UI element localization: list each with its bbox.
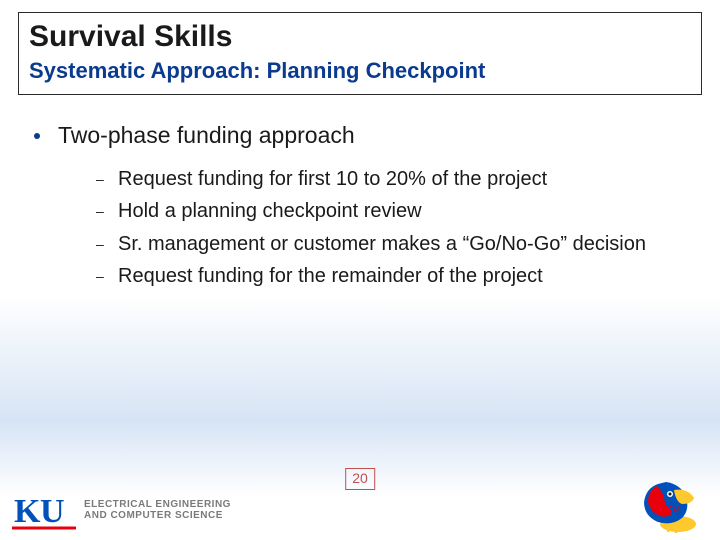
subbullet-item: – Sr. management or customer makes a “Go… [96,230,690,258]
subbullet-text: Request funding for the remainder of the… [118,262,543,290]
subbullet-item: – Request funding for the remainder of t… [96,262,690,290]
subbullet-item: – Request funding for first 10 to 20% of… [96,165,690,193]
subbullet-text: Sr. management or customer makes a “Go/N… [118,230,646,258]
svg-text:U: U [40,493,65,530]
subbullet-list: – Request funding for first 10 to 20% of… [96,165,690,291]
svg-text:K: K [14,493,41,530]
subbullet-item: – Hold a planning checkpoint review [96,197,690,225]
subbullet-text: Hold a planning checkpoint review [118,197,422,225]
slide-footer: 20 K U ELECTRICAL ENGINEERING AND COMPUT… [0,468,720,540]
ku-wordmark-icon: K U [12,488,76,532]
bullet-dot-icon [34,133,40,139]
bullet-level1: Two-phase funding approach [34,120,690,151]
dash-icon: – [96,171,106,187]
subbullet-text: Request funding for first 10 to 20% of t… [118,165,547,193]
dash-icon: – [96,203,106,219]
page-number-box: 20 [345,468,375,490]
dept-line1: ELECTRICAL ENGINEERING [84,499,231,511]
slide-subtitle: Systematic Approach: Planning Checkpoint [29,57,691,86]
slide: Survival Skills Systematic Approach: Pla… [0,0,720,540]
ku-dept-logo: K U ELECTRICAL ENGINEERING AND COMPUTER … [12,488,231,532]
page-number: 20 [352,470,368,486]
dash-icon: – [96,236,106,252]
bullet-text: Two-phase funding approach [58,120,355,151]
jayhawk-icon: KU [636,476,700,534]
dept-line2: AND COMPUTER SCIENCE [84,510,231,522]
title-box: Survival Skills Systematic Approach: Pla… [18,12,702,95]
svg-text:KU: KU [666,504,679,514]
department-name: ELECTRICAL ENGINEERING AND COMPUTER SCIE… [84,499,231,522]
slide-content: Two-phase funding approach – Request fun… [34,120,690,295]
slide-title: Survival Skills [29,19,691,55]
dash-icon: – [96,268,106,284]
